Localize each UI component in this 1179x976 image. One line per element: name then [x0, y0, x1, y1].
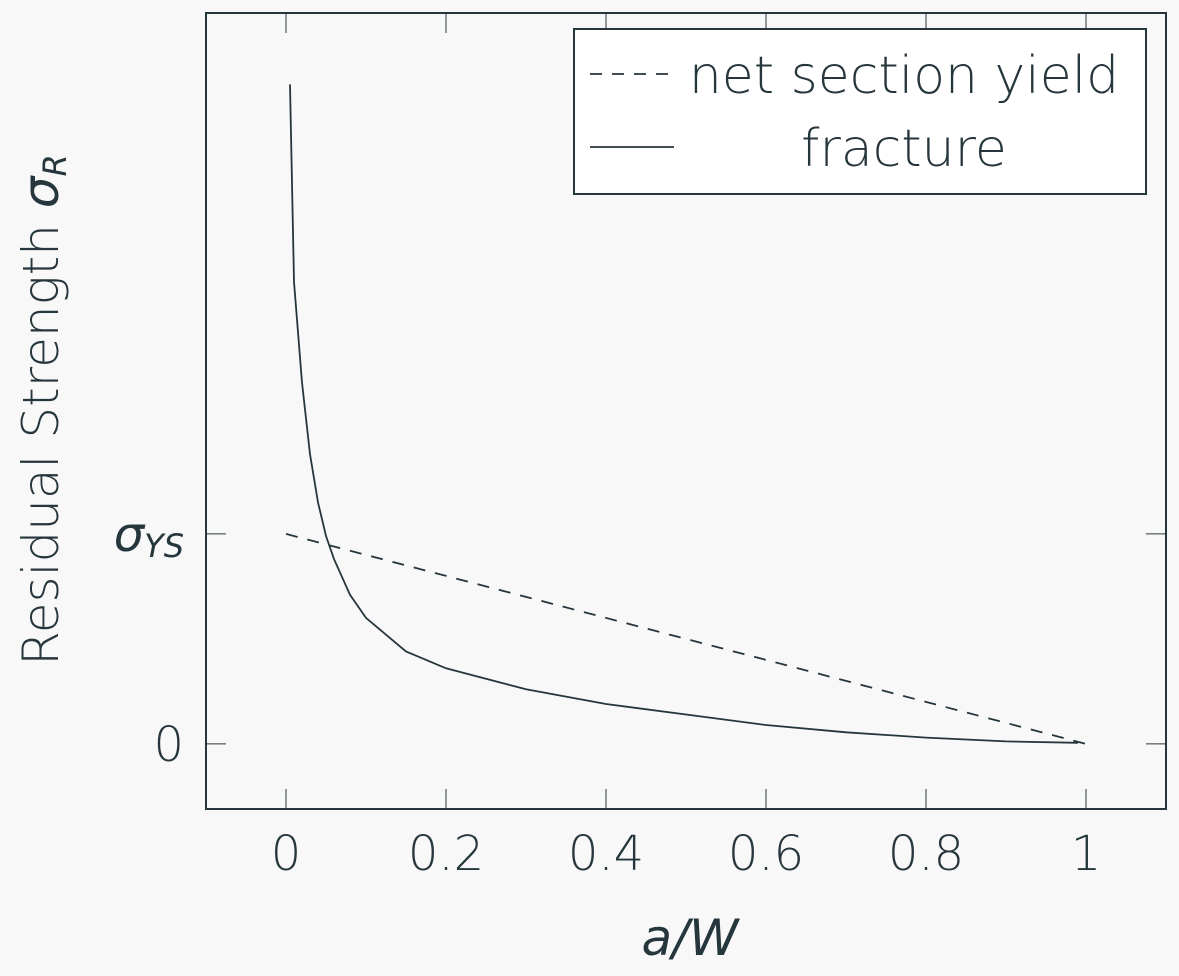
x-tick-label-5: 1	[1071, 826, 1102, 882]
y-axis-label-symbol: σ	[12, 175, 70, 208]
y-tick-label-subscript-1: YS	[144, 527, 184, 565]
legend-label-fracture: fracture	[801, 119, 1007, 179]
x-tick-labels: 0 0.2 0.4 0.6 0.8 1	[271, 826, 1102, 882]
series-line-fracture	[289, 84, 1079, 744]
y-axis-label: Residual Strength σR	[12, 154, 74, 665]
x-tick-label-1: 0.2	[408, 826, 484, 882]
series-layer	[285, 84, 1087, 745]
legend-box	[573, 28, 1147, 195]
x-tick-label-3: 0.6	[728, 826, 804, 882]
series-line-net-section-yield	[285, 533, 1087, 745]
x-tick-label-4: 0.8	[888, 826, 964, 882]
plot-frame	[205, 12, 1167, 810]
x-tick-label-0: 0	[271, 826, 302, 882]
y-tick-label-symbol-1: σ	[114, 507, 146, 563]
y-axis-label-subscript: R	[36, 154, 74, 176]
y-tick-label-1: σYS	[114, 507, 184, 565]
y-tick-labels: 0 σYS	[114, 507, 184, 773]
legend: net section yield fracture	[573, 28, 1147, 195]
x-tick-label-2: 0.4	[568, 826, 644, 882]
legend-label-net-section-yield: net section yield	[689, 46, 1119, 106]
y-axis-label-main: Residual Strength	[12, 208, 70, 666]
x-axis-label: a/W	[642, 909, 740, 967]
y-tick-label-0: 0	[153, 717, 184, 773]
